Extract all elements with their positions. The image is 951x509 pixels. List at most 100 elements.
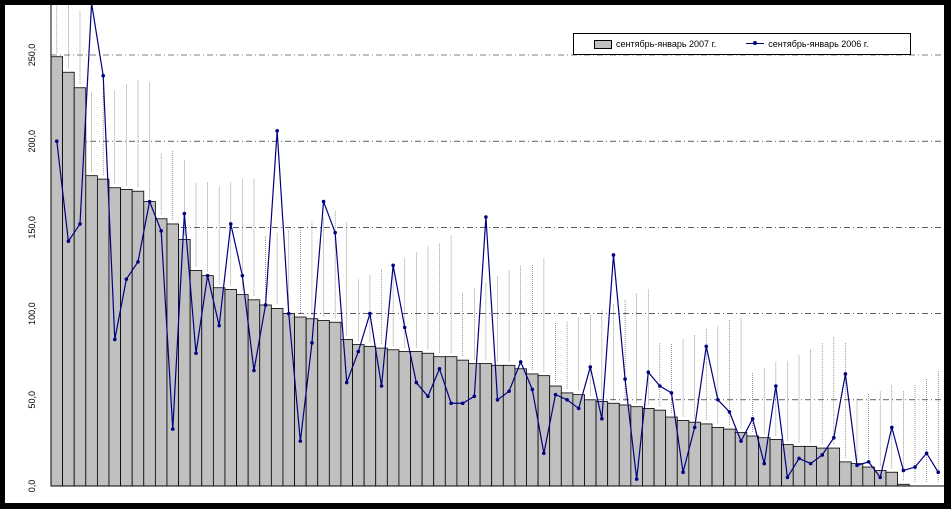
line-point — [368, 311, 372, 316]
bar — [456, 359, 469, 487]
line-point — [182, 211, 187, 216]
legend-item-2007: сентябрь-январь 2007 г. — [594, 39, 716, 49]
line-point — [194, 351, 198, 356]
line-point — [356, 349, 361, 354]
line-point — [611, 253, 616, 257]
line-point — [78, 222, 82, 226]
bar — [676, 420, 690, 487]
bar — [653, 409, 667, 487]
bar — [746, 435, 759, 487]
bar — [642, 408, 655, 487]
bar — [270, 308, 284, 487]
line-point — [785, 475, 790, 480]
line-point — [507, 389, 511, 393]
bar — [120, 189, 133, 487]
bar — [804, 445, 817, 487]
bar-swatch-icon — [594, 39, 612, 49]
line-point — [588, 365, 593, 369]
line-point — [866, 460, 871, 464]
bar — [236, 294, 249, 487]
line-point — [170, 427, 175, 431]
bar — [549, 385, 562, 487]
bar — [96, 178, 110, 487]
bar — [421, 352, 435, 487]
bar — [862, 466, 875, 487]
line-point — [252, 368, 256, 373]
line-point — [623, 377, 627, 381]
line-point — [112, 337, 117, 342]
bar — [665, 416, 678, 487]
category-labels — [56, 5, 939, 482]
line-point — [808, 461, 813, 466]
y-axis: 0,0 50,0 100,0 150,0 200,0 250,0 — [27, 5, 944, 492]
line-point — [286, 311, 291, 316]
bar — [201, 275, 214, 487]
line-point — [298, 439, 303, 443]
line-point — [716, 398, 720, 402]
line-point — [136, 260, 140, 264]
line-point — [333, 230, 337, 235]
line-point — [263, 303, 268, 307]
bar — [688, 421, 701, 487]
bar — [398, 351, 411, 487]
bar — [178, 239, 191, 487]
bar — [131, 190, 145, 487]
legend-label-2007: сентябрь-январь 2007 г. — [616, 39, 717, 49]
line-point — [460, 401, 465, 406]
line-point — [147, 199, 152, 204]
bar — [885, 471, 899, 487]
line-point — [124, 277, 129, 281]
line-point — [820, 453, 825, 457]
bar — [514, 368, 527, 487]
bar — [282, 313, 295, 487]
line-point — [855, 463, 859, 468]
combo-chart: 0,0 50,0 100,0 150,0 200,0 250,0 — [27, 5, 944, 492]
line-point — [379, 384, 384, 388]
legend-label-2006: сентябрь-январь 2006 г. — [768, 39, 869, 49]
line-point — [704, 344, 709, 349]
bar — [769, 439, 783, 487]
bar — [85, 175, 98, 487]
line-point — [437, 366, 442, 371]
line-point — [472, 394, 477, 399]
line-point — [739, 439, 743, 443]
line-point — [924, 451, 929, 456]
bar — [259, 304, 272, 487]
line-point — [495, 398, 500, 402]
line-point — [205, 273, 210, 278]
line-point — [402, 325, 407, 330]
line-point — [542, 451, 546, 456]
line-point — [936, 470, 941, 475]
legend-item-2006: сентябрь-январь 2006 г. — [746, 39, 869, 49]
line-point — [310, 341, 314, 345]
line-point — [391, 263, 395, 268]
bar — [839, 461, 852, 487]
bar — [491, 364, 504, 487]
bar — [50, 56, 63, 487]
line-point — [600, 416, 604, 421]
line-point — [217, 323, 221, 328]
line-point — [913, 465, 917, 469]
line-point — [797, 456, 801, 461]
bar — [224, 289, 237, 487]
bar — [502, 364, 516, 487]
bar — [700, 423, 713, 487]
bar — [143, 201, 156, 487]
line-swatch-icon — [746, 40, 765, 48]
line-point — [843, 372, 848, 376]
line-point — [565, 398, 569, 402]
bar — [363, 345, 377, 487]
y-tick-label: 50,0 — [27, 391, 37, 409]
bar — [711, 426, 725, 487]
y-tick-label: 250,0 — [27, 44, 37, 67]
line-point — [484, 215, 488, 219]
line-point — [901, 468, 906, 473]
line-point — [240, 273, 245, 278]
y-tick-label: 100,0 — [27, 302, 37, 325]
chart-area: 0,0 50,0 100,0 150,0 200,0 250,0 сентябрь-янв… — [5, 5, 944, 503]
y-tick-label: 200,0 — [27, 130, 37, 153]
line-point — [692, 425, 697, 430]
bar — [723, 428, 736, 487]
line-point — [762, 461, 767, 466]
y-tick-label: 150,0 — [27, 216, 37, 239]
